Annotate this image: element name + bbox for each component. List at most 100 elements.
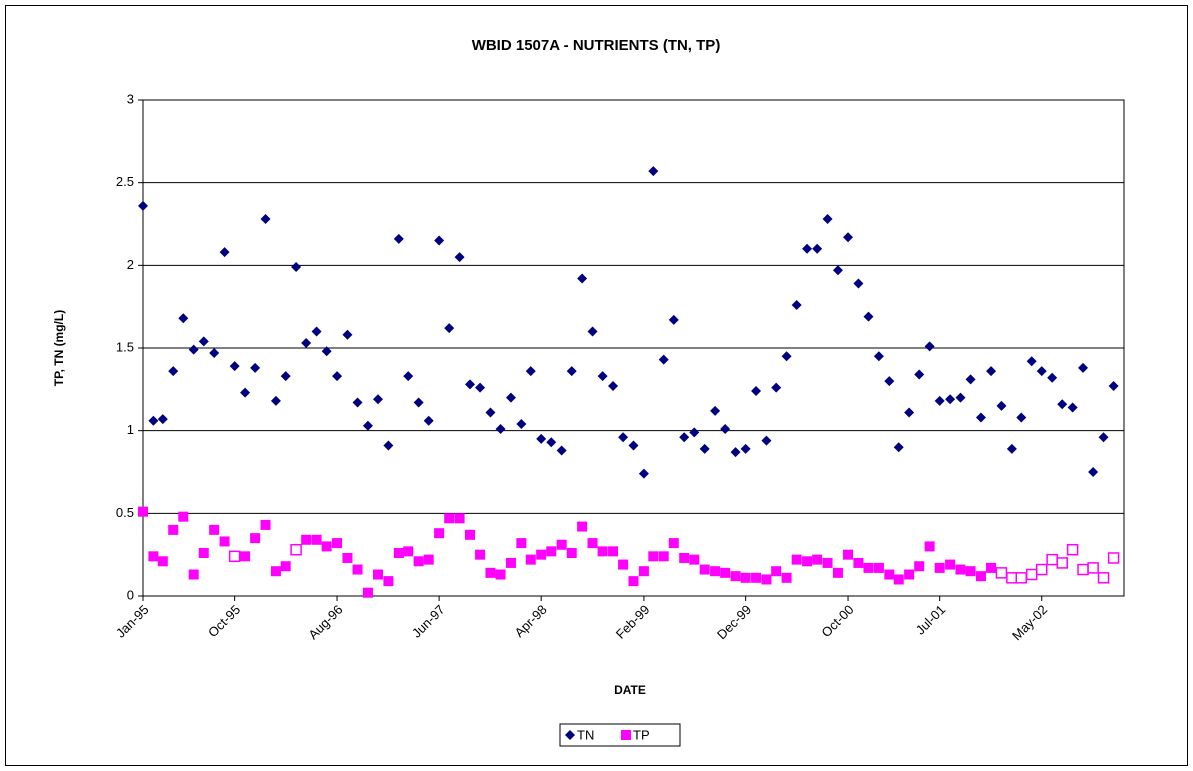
tn-point bbox=[485, 407, 496, 418]
tp-point bbox=[1006, 572, 1018, 584]
y-tick-label: 1 bbox=[127, 422, 134, 437]
y-tick-label: 3 bbox=[127, 91, 134, 106]
tp-point bbox=[260, 519, 271, 530]
tp-point bbox=[198, 548, 209, 559]
tp-point bbox=[791, 554, 802, 565]
tn-point bbox=[853, 278, 864, 289]
tn-point bbox=[1078, 362, 1089, 373]
tn-point bbox=[138, 200, 148, 211]
tn-point bbox=[668, 314, 679, 325]
x-axis-label: DATE bbox=[614, 683, 646, 697]
tn-point bbox=[536, 433, 547, 444]
tp-point bbox=[1015, 572, 1028, 584]
tp-point bbox=[413, 556, 424, 567]
tp-point bbox=[138, 506, 148, 517]
tn-point bbox=[802, 243, 813, 254]
tn-point bbox=[832, 265, 843, 276]
tp-point bbox=[280, 561, 291, 572]
tp-point bbox=[188, 569, 199, 580]
tn-point bbox=[699, 443, 710, 454]
tn-point bbox=[280, 371, 291, 382]
tn-point bbox=[270, 395, 281, 406]
tn-point bbox=[1047, 372, 1058, 383]
tp-point bbox=[270, 566, 281, 577]
tp-point bbox=[832, 567, 843, 578]
tn-point bbox=[168, 366, 179, 377]
tp-point bbox=[393, 548, 404, 559]
tn-point bbox=[444, 323, 455, 334]
tn-point bbox=[465, 379, 475, 390]
tp-point bbox=[679, 552, 690, 563]
y-tick-label: 0 bbox=[127, 587, 134, 602]
y-axis-label: TP, TN (mg/L) bbox=[52, 310, 66, 386]
tp-point bbox=[178, 511, 189, 522]
tn-point bbox=[556, 445, 567, 456]
tp-point bbox=[587, 538, 598, 549]
tp-point bbox=[853, 557, 864, 568]
tp-point bbox=[658, 551, 669, 562]
tn-point bbox=[188, 344, 199, 355]
legend-marker bbox=[565, 730, 575, 740]
tp-point bbox=[608, 546, 619, 557]
tn-point bbox=[311, 326, 322, 337]
tn-point bbox=[751, 385, 762, 396]
tn-point bbox=[740, 443, 751, 454]
tn-point bbox=[525, 366, 536, 377]
tp-point bbox=[986, 562, 997, 573]
tn-point bbox=[373, 394, 384, 405]
tn-point bbox=[157, 414, 168, 425]
tn-point bbox=[996, 400, 1007, 411]
tp-point bbox=[475, 549, 486, 560]
tn-point bbox=[863, 311, 874, 322]
tn-point bbox=[240, 387, 251, 398]
tp-point bbox=[740, 572, 751, 583]
tn-point bbox=[1026, 356, 1037, 367]
tn-point bbox=[1108, 381, 1119, 392]
tn-point bbox=[291, 261, 302, 272]
tp-point bbox=[1035, 563, 1048, 576]
legend-label: TP bbox=[633, 727, 650, 742]
tp-point bbox=[495, 569, 506, 580]
tn-point bbox=[1067, 402, 1078, 413]
tp-point bbox=[525, 554, 536, 565]
tn-point bbox=[689, 427, 700, 438]
tn-point bbox=[219, 247, 230, 258]
tn-point bbox=[178, 313, 189, 324]
tp-point bbox=[1077, 563, 1089, 576]
tp-point bbox=[771, 566, 782, 577]
tn-point bbox=[781, 351, 792, 362]
tn-point bbox=[771, 382, 782, 393]
tn-point bbox=[1006, 443, 1017, 454]
tp-point bbox=[699, 564, 710, 575]
tp-point bbox=[566, 548, 577, 559]
tn-point bbox=[638, 468, 649, 479]
tp-point bbox=[995, 567, 1008, 579]
tp-point bbox=[546, 546, 557, 557]
tp-point bbox=[434, 528, 445, 539]
tp-point bbox=[873, 562, 884, 573]
tp-point bbox=[332, 538, 343, 549]
tp-point bbox=[1107, 552, 1120, 564]
tp-point bbox=[556, 539, 567, 550]
tp-point bbox=[822, 557, 833, 568]
tn-point bbox=[914, 369, 925, 380]
tp-point bbox=[157, 556, 168, 567]
tn-point bbox=[301, 338, 312, 349]
tp-point bbox=[689, 554, 700, 565]
legend-label: TN bbox=[577, 727, 594, 742]
tp-point bbox=[290, 543, 302, 556]
tn-point bbox=[495, 424, 506, 435]
tp-point bbox=[710, 566, 721, 577]
tp-point bbox=[975, 571, 986, 582]
tp-point bbox=[373, 569, 384, 580]
tp-point bbox=[516, 538, 527, 549]
tn-point bbox=[342, 329, 353, 340]
tp-point bbox=[628, 576, 639, 587]
tn-point bbox=[546, 437, 557, 448]
tn-point bbox=[843, 232, 854, 243]
tp-point bbox=[1056, 557, 1068, 569]
tp-point bbox=[209, 524, 220, 535]
tn-point bbox=[577, 273, 588, 284]
tn-point bbox=[658, 354, 669, 365]
